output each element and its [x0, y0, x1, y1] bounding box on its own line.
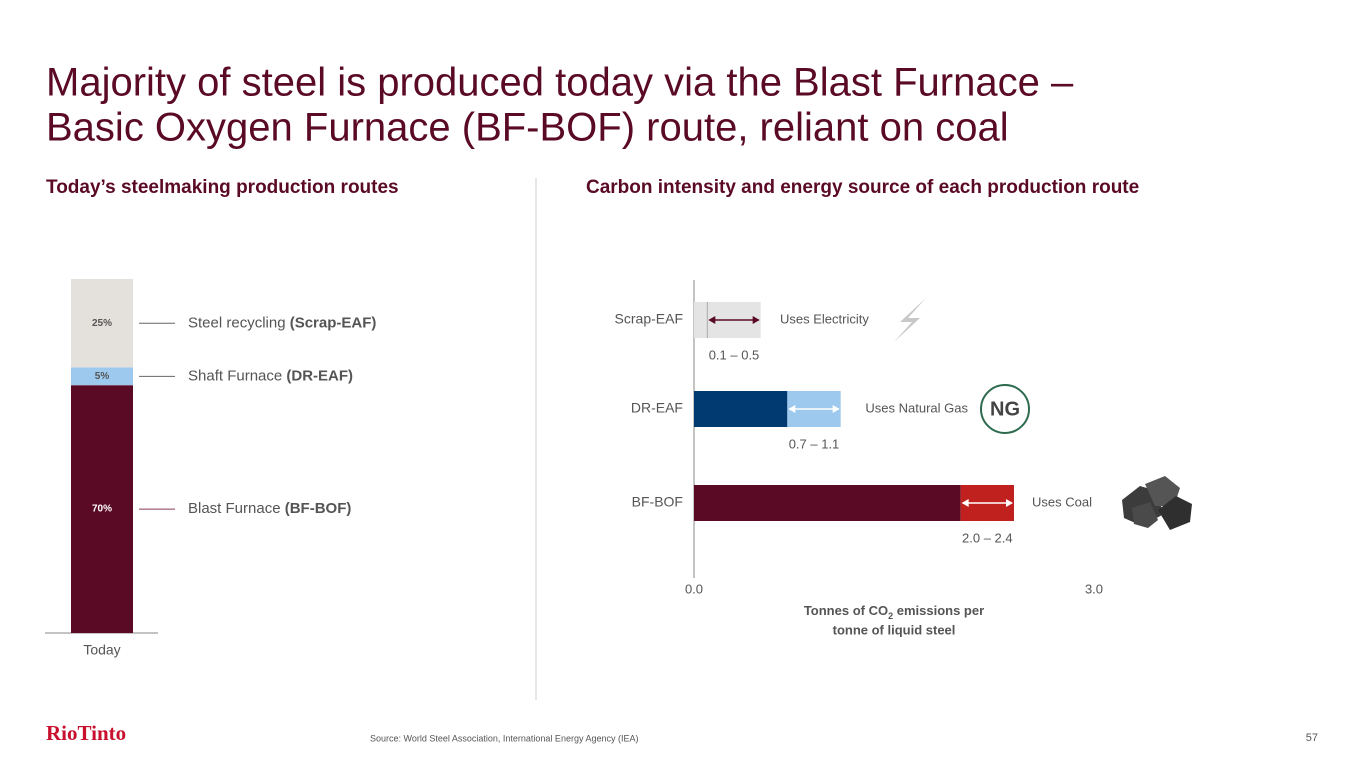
value-label: 2.0 – 2.4: [962, 530, 1013, 545]
x-tick-label: 0.0: [685, 581, 703, 596]
ng-label: NG: [990, 398, 1020, 420]
bar-base: [694, 391, 788, 427]
x-tick-label: Today: [83, 642, 120, 658]
bar-base: [694, 302, 708, 338]
x-axis-label: Tonnes of CO2 emissions per: [804, 603, 984, 621]
bar-base: [694, 485, 961, 521]
value-label: 5%: [95, 371, 110, 382]
page-number: 57: [1306, 732, 1318, 744]
electricity-icon: [894, 298, 926, 342]
annotation: Uses Natural Gas: [865, 400, 968, 415]
x-axis-label-part: 2: [888, 611, 893, 621]
category-label: DR-EAF: [631, 400, 683, 416]
ng-icon: [980, 384, 1030, 434]
legend-label: Steel recycling (Scrap-EAF): [188, 314, 376, 331]
chart-title: Carbon intensity and energy source of ea…: [586, 177, 1139, 198]
bar-segment: [71, 385, 133, 633]
x-axis-label-part: Tonnes of CO: [804, 603, 888, 618]
range-arrow: [708, 316, 760, 324]
logo: RioTinto: [46, 721, 126, 745]
annotation: Uses Electricity: [780, 311, 869, 326]
value-label: 0.1 – 0.5: [709, 347, 760, 362]
bar-segment: [71, 279, 133, 368]
category-label: Scrap-EAF: [615, 311, 683, 327]
title-line: Basic Oxygen Furnace (BF-BOF) route, rel…: [46, 106, 1009, 150]
bar-segment: [71, 367, 133, 386]
x-axis-label-part: emissions per: [893, 603, 984, 618]
x-axis-label: tonne of liquid steel: [833, 622, 956, 637]
x-tick-label: 3.0: [1085, 581, 1103, 596]
annotation: Uses Coal: [1032, 494, 1092, 509]
range-arrow: [961, 499, 1013, 507]
range-arrow: [788, 405, 840, 413]
value-label: 70%: [92, 504, 112, 515]
value-label: 0.7 – 1.1: [789, 436, 840, 451]
chart-title: Today’s steelmaking production routes: [46, 177, 399, 198]
source: Source: World Steel Association, Interna…: [370, 733, 638, 743]
legend-label: Blast Furnace (BF-BOF): [188, 500, 351, 517]
legend-label: Shaft Furnace (DR-EAF): [188, 367, 353, 384]
value-label: 25%: [92, 318, 112, 329]
category-label: BF-BOF: [632, 494, 683, 510]
coal-icon: [1122, 476, 1192, 530]
title-line: Majority of steel is produced today via …: [46, 61, 1074, 105]
